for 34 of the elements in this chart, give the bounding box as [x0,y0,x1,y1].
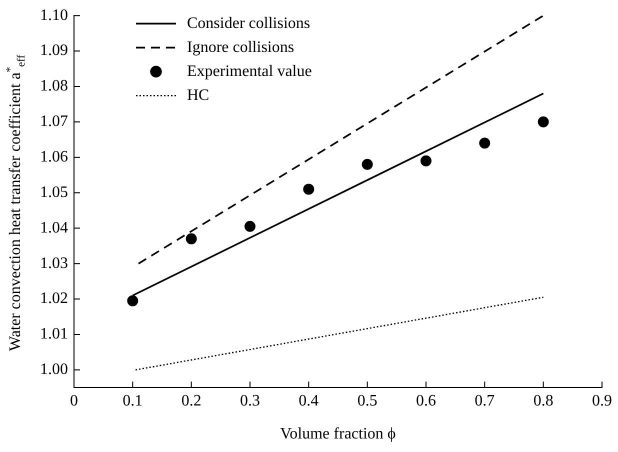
x-tick-label: 0.5 [357,392,378,410]
y-tick-label: 1.03 [40,254,68,272]
legend-label: Consider collisions [187,14,310,32]
x-tick-label: 0.7 [474,392,495,410]
y-tick-label: 1.10 [40,6,68,24]
legend-label: Ignore collisions [187,38,294,56]
x-axis-title: Volume fraction ϕ [280,426,396,443]
x-tick-label: 0.9 [592,392,612,410]
legend-label: Experimental value [187,62,312,80]
point [479,138,490,149]
x-tick-label: 0.2 [181,392,202,410]
y-tick-label: 1.06 [40,148,68,166]
y-tick-label: 1.08 [40,78,68,95]
y-tick-label: 1.09 [40,42,68,60]
point [362,158,373,170]
point [244,220,256,232]
x-tick-label: 0.6 [416,392,436,410]
x-tick-label: 0.8 [533,392,554,410]
x-tick-label: 0.4 [298,392,319,410]
x-tick-label: 0.3 [240,392,260,410]
x-tick-label: 0.1 [122,392,143,410]
y-tick-label: 1.02 [40,290,68,308]
y-tick-label: 1.07 [40,113,68,130]
legend-label: HC [187,86,210,104]
point [186,233,197,244]
y-tick-label: 1.05 [40,184,68,201]
point [420,155,432,166]
y-tick-label: 1.04 [40,219,68,236]
point [538,116,549,128]
y-tick-label: 1.00 [40,361,68,378]
y-tick-label: 1.01 [40,326,68,343]
point [303,184,314,195]
point [127,295,138,306]
x-tick-label: 0 [70,392,78,410]
